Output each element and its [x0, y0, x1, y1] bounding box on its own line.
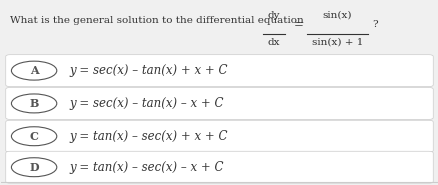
Text: A: A [30, 65, 39, 76]
Text: y = tan(x) – sec(x) – x + C: y = tan(x) – sec(x) – x + C [69, 161, 223, 174]
Text: dx: dx [267, 38, 279, 47]
Text: sin(x) + 1: sin(x) + 1 [311, 38, 362, 47]
FancyBboxPatch shape [6, 151, 432, 183]
Circle shape [11, 61, 57, 80]
Circle shape [11, 127, 57, 146]
FancyBboxPatch shape [6, 88, 432, 119]
Text: What is the general solution to the differential equation: What is the general solution to the diff… [10, 16, 303, 25]
Text: B: B [29, 98, 39, 109]
Text: sin(x): sin(x) [322, 11, 351, 19]
Text: ?: ? [371, 20, 377, 29]
FancyBboxPatch shape [6, 55, 432, 87]
Text: y = sec(x) – tan(x) – x + C: y = sec(x) – tan(x) – x + C [69, 97, 223, 110]
Circle shape [11, 158, 57, 177]
Text: y = sec(x) – tan(x) + x + C: y = sec(x) – tan(x) + x + C [69, 64, 227, 77]
Circle shape [11, 94, 57, 113]
FancyBboxPatch shape [6, 120, 432, 152]
Text: y = tan(x) – sec(x) + x + C: y = tan(x) – sec(x) + x + C [69, 130, 227, 143]
Text: =: = [293, 18, 303, 31]
Text: dy: dy [267, 11, 279, 19]
Text: C: C [30, 131, 39, 142]
Text: D: D [29, 162, 39, 173]
